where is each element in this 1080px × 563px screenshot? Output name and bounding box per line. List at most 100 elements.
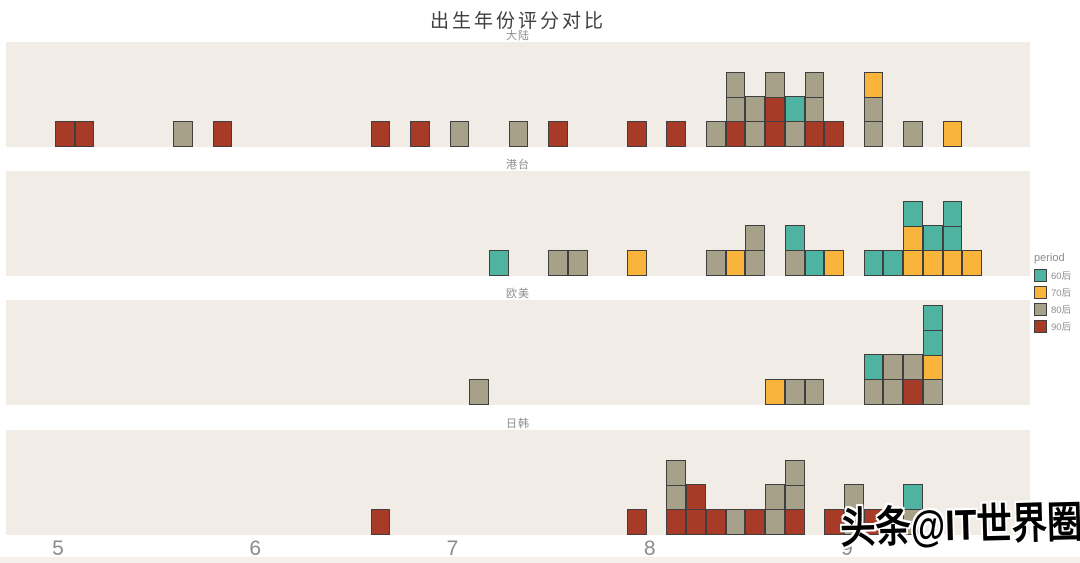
- data-square: [922, 354, 943, 381]
- facet-label-3: 欧美: [506, 288, 530, 300]
- data-square: [863, 379, 884, 405]
- data-square: [765, 71, 785, 98]
- data-square: [784, 379, 805, 405]
- watermark: 头条@IT世界圈: [839, 498, 1080, 554]
- facet-label-1: 大陆: [506, 30, 530, 42]
- facet-label-2: 港台: [506, 159, 530, 171]
- legend-swatch: [1034, 285, 1047, 299]
- data-square: [745, 509, 766, 535]
- data-square: [449, 121, 470, 147]
- data-square: [548, 121, 568, 147]
- data-square: [765, 509, 785, 535]
- data-square: [863, 509, 884, 535]
- data-square: [942, 200, 963, 227]
- legend-label: 90后: [1051, 322, 1072, 333]
- data-square: [627, 250, 647, 276]
- data-square: [942, 121, 963, 147]
- data-square: [824, 121, 844, 147]
- data-square: [824, 250, 844, 276]
- data-square: [903, 379, 923, 405]
- legend-title: period: [1034, 252, 1065, 264]
- data-square: [745, 96, 766, 123]
- data-square: [666, 121, 687, 147]
- data-square: [705, 121, 726, 147]
- data-square: [765, 379, 785, 405]
- data-square: [784, 484, 805, 511]
- data-square: [212, 121, 233, 147]
- data-square: [469, 379, 489, 405]
- legend-item-80后: 80后: [1034, 302, 1071, 316]
- legend-swatch: [1034, 268, 1047, 282]
- data-square: [784, 225, 805, 252]
- chart-title: 出生年份评分对比: [429, 11, 606, 32]
- data-square: [725, 250, 746, 276]
- legend-label: 60后: [1051, 271, 1072, 282]
- data-square: [173, 121, 194, 147]
- data-square: [903, 225, 923, 252]
- data-square: [784, 121, 805, 147]
- axis-tick-label: 6: [249, 537, 262, 560]
- facet-label-4: 日韩: [506, 418, 530, 430]
- data-square: [804, 96, 825, 123]
- data-square: [627, 509, 647, 535]
- data-square: [922, 379, 943, 405]
- data-square: [765, 96, 785, 123]
- data-square: [784, 96, 805, 123]
- axis-tick-label: 5: [52, 537, 64, 560]
- data-square: [784, 250, 805, 276]
- legend-label: 70后: [1051, 288, 1072, 299]
- data-square: [666, 509, 687, 535]
- data-square: [508, 121, 529, 147]
- axis-tick-label: 8: [643, 537, 656, 560]
- data-square: [784, 459, 805, 486]
- data-square: [705, 250, 726, 276]
- data-square: [804, 71, 825, 98]
- legend-item-70后: 70后: [1034, 285, 1071, 299]
- data-square: [666, 484, 687, 511]
- data-square: [488, 250, 509, 276]
- data-square: [725, 121, 746, 147]
- data-square: [942, 225, 963, 252]
- data-square: [903, 484, 923, 511]
- legend-swatch: [1034, 319, 1047, 333]
- legend-items: 60后 70后 80后 90后: [1034, 268, 1071, 333]
- legend-item-90后: 90后: [1034, 319, 1071, 333]
- data-square: [725, 509, 746, 535]
- data-square: [903, 354, 923, 381]
- data-square: [725, 71, 746, 98]
- data-square: [55, 121, 75, 147]
- data-square: [883, 354, 904, 381]
- data-square: [863, 71, 884, 98]
- data-square: [804, 379, 825, 405]
- data-square: [784, 509, 805, 535]
- axis-tick-label: 7: [446, 537, 459, 560]
- data-square: [370, 121, 391, 147]
- data-square: [567, 250, 588, 276]
- facet-panel-1: [6, 42, 1030, 147]
- legend-swatch: [1034, 302, 1047, 316]
- data-square: [922, 305, 943, 332]
- data-square: [903, 200, 923, 227]
- data-square: [686, 484, 706, 511]
- data-square: [745, 225, 766, 252]
- data-square: [962, 250, 983, 276]
- data-square: [666, 459, 687, 486]
- data-square: [863, 121, 884, 147]
- legend: period 60后 70后 80后 90后: [1034, 252, 1071, 336]
- data-square: [903, 250, 923, 276]
- data-square: [804, 121, 825, 147]
- data-square: [410, 121, 430, 147]
- data-square: [765, 484, 785, 511]
- data-square: [745, 121, 766, 147]
- data-square: [922, 329, 943, 356]
- data-square: [370, 509, 391, 535]
- data-square: [883, 379, 904, 405]
- data-square: [824, 509, 844, 535]
- data-square: [863, 96, 884, 123]
- footer-strip: [0, 557, 1080, 563]
- data-square: [883, 250, 904, 276]
- data-square: [686, 509, 706, 535]
- legend-label: 80后: [1051, 305, 1072, 316]
- data-square: [922, 225, 943, 252]
